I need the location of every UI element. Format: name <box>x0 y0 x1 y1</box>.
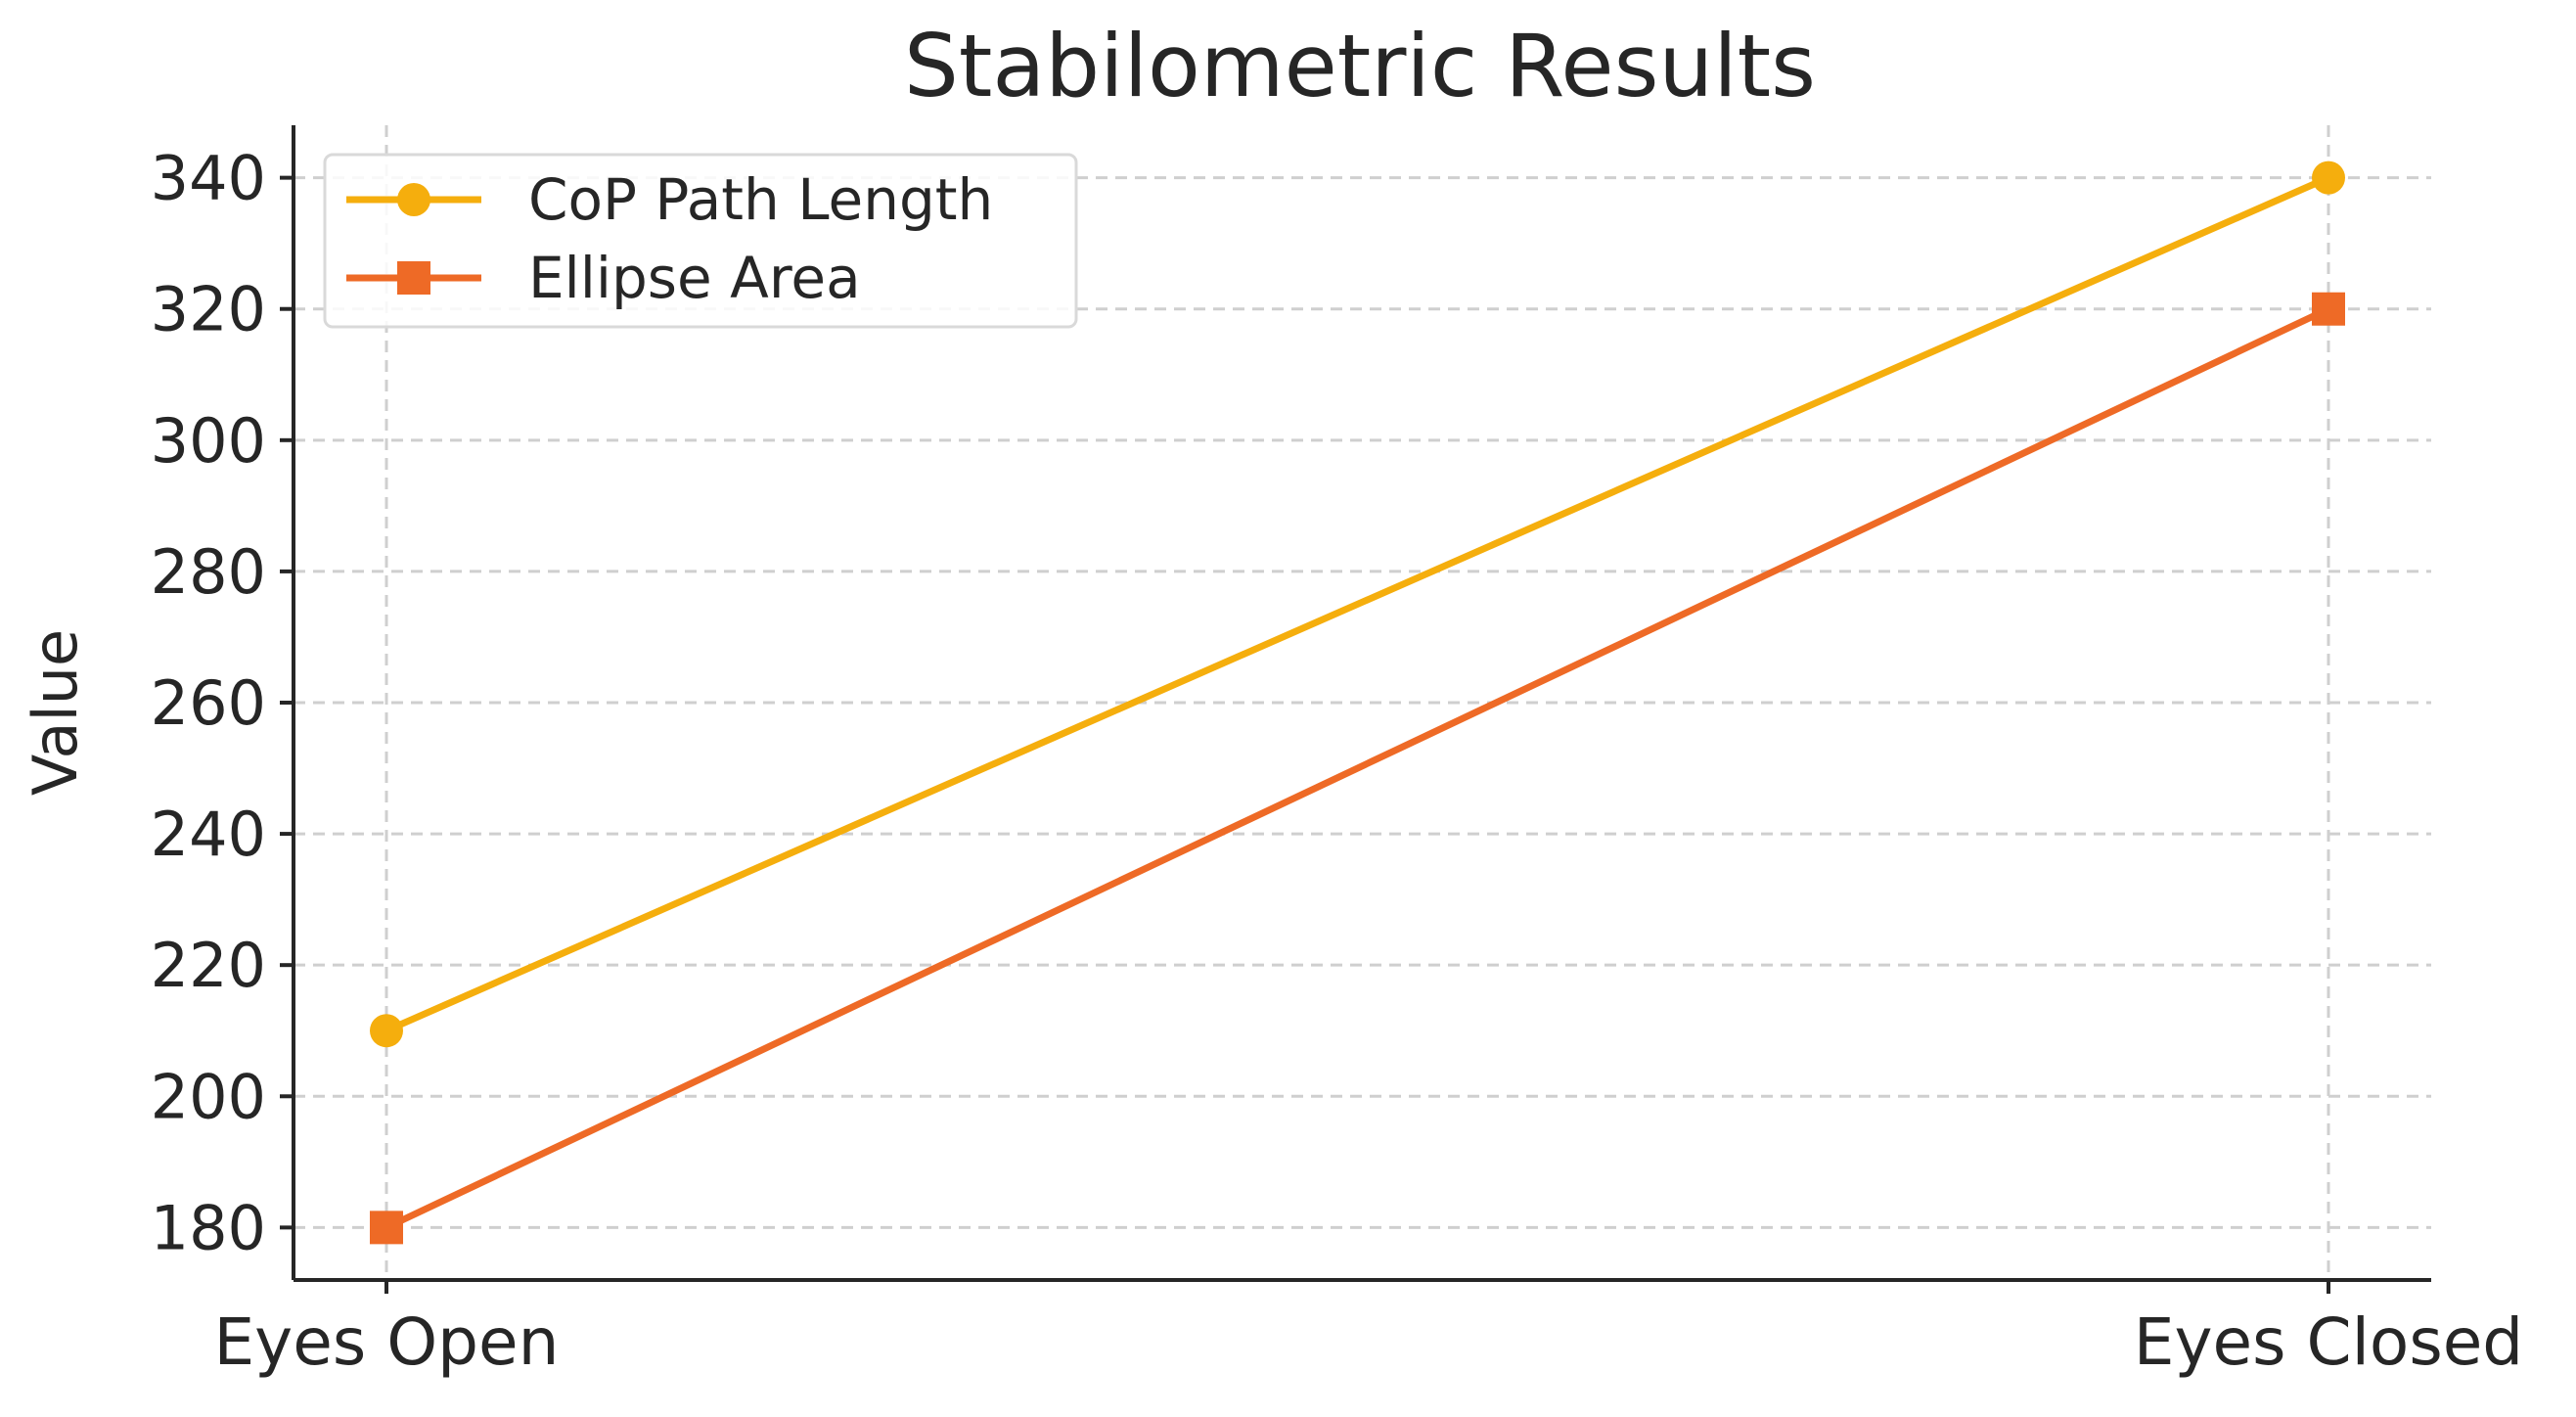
series-line-cop-path-length <box>384 174 2330 1034</box>
data-point-ellipse-area <box>2312 292 2345 326</box>
legend-label-cop-path-length: CoP Path Length <box>528 166 993 233</box>
y-tick-label: 260 <box>151 667 266 739</box>
y-tick-label: 280 <box>151 536 266 608</box>
y-tick-label: 180 <box>151 1192 266 1263</box>
legend-box <box>323 153 1078 329</box>
data-point-ellipse-area <box>370 1211 403 1245</box>
x-tick-label: Eyes Closed <box>2134 1304 2523 1380</box>
series-layer <box>370 160 2345 1245</box>
x-tick-label: Eyes Open <box>213 1304 559 1380</box>
y-tick-label: 220 <box>151 930 266 1001</box>
y-axis-label: Value <box>20 629 91 796</box>
y-tick-label: 320 <box>151 274 266 345</box>
data-point-cop-path-length <box>370 1014 403 1048</box>
chart-title: Stabilometric Results <box>904 16 1816 116</box>
y-tick-label: 240 <box>151 799 266 870</box>
y-tick-label: 200 <box>151 1061 266 1132</box>
y-tick-label: 300 <box>151 405 266 477</box>
data-point-cop-path-length <box>2312 160 2345 195</box>
legend-label-ellipse-area: Ellipse Area <box>528 245 861 311</box>
axes-layer: 180 200 220 240 260 280 300 320 340 Eyes Open Eyes… <box>151 125 2523 1380</box>
legend-marker-cop-path-length <box>397 183 430 216</box>
series-line-ellipse-area <box>384 305 2330 1231</box>
legend: CoP Path Length Ellipse Area <box>323 153 1078 329</box>
y-tick-label: 340 <box>151 143 266 214</box>
legend-marker-ellipse-area <box>397 261 430 295</box>
